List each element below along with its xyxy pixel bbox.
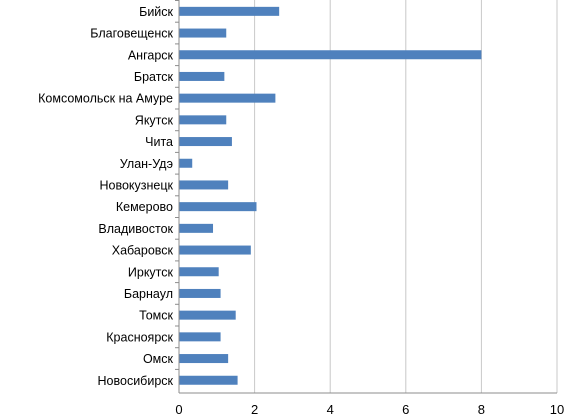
axes — [175, 0, 557, 394]
category-label: Красноярск — [106, 330, 173, 344]
category-labels: Бийск Благовещенск Ангарск Братск Комсомольс… — [38, 5, 173, 388]
x-tick-label: 6 — [402, 402, 409, 417]
category-label: Благовещенск — [90, 27, 173, 41]
category-label: Чита — [145, 135, 173, 149]
bar — [179, 6, 280, 16]
category-label: Ангарск — [128, 48, 174, 62]
x-tick-label: 8 — [478, 402, 485, 417]
category-label: Кемерово — [116, 200, 173, 214]
bar — [179, 115, 227, 125]
x-tick-label: 2 — [251, 402, 258, 417]
bars — [179, 6, 482, 385]
bar — [179, 71, 225, 81]
bar — [179, 375, 238, 385]
bar — [179, 50, 482, 60]
category-label: Владивосток — [98, 222, 173, 236]
category-label: Омск — [143, 352, 174, 366]
bar — [179, 93, 276, 103]
bar — [179, 202, 257, 212]
category-label: Комсомольск на Амуре — [38, 92, 173, 106]
bar — [179, 288, 221, 298]
x-tick-label: 4 — [327, 402, 334, 417]
bar — [179, 223, 214, 233]
bar — [179, 245, 251, 255]
category-label: Бийск — [139, 5, 173, 19]
category-label: Томск — [139, 309, 173, 323]
category-label: Улан-Удэ — [120, 157, 173, 171]
x-tick-labels: 0 2 4 6 8 10 — [175, 402, 564, 417]
x-tick-label: 0 — [175, 402, 182, 417]
category-label: Иркутск — [128, 265, 174, 279]
x-tick-label: 10 — [550, 402, 564, 417]
bar — [179, 267, 219, 277]
gridlines — [254, 0, 558, 393]
category-label: Новокузнецк — [99, 178, 173, 192]
bar — [179, 158, 193, 168]
category-label: Братск — [134, 70, 174, 84]
category-label: Хабаровск — [112, 244, 174, 258]
bar — [179, 28, 227, 38]
bar — [179, 137, 232, 147]
bar — [179, 354, 229, 364]
bar — [179, 310, 236, 320]
bar — [179, 180, 229, 190]
category-label: Барнаул — [124, 287, 173, 301]
category-label: Новосибирск — [98, 374, 174, 388]
bar — [179, 332, 221, 342]
category-label: Якутск — [135, 113, 174, 127]
